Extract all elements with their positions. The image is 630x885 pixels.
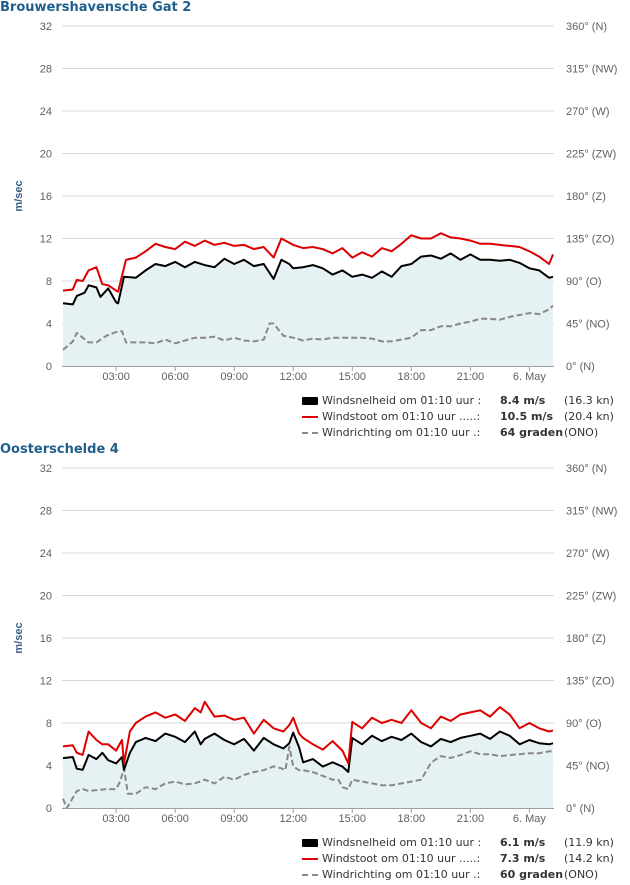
x-tick-label: 6. May [513,813,547,825]
x-tick-label: 09:00 [220,813,248,825]
x-tick-label: 03:00 [102,813,130,825]
y2-tick-label: 135° (ZO) [566,676,614,688]
y-tick-label: 16 [40,191,52,203]
legend-label: Windstoot om 01:10 uur .....: [322,852,481,865]
chart-title: Oosterschelde 4 [0,442,119,457]
y-tick-label: 0 [46,361,52,373]
legend-swatch-line [302,858,318,860]
y2-tick-label: 0° (N) [566,803,595,815]
y2-tick-label: 315° (NW) [566,64,617,76]
y2-tick-label: 225° (ZW) [566,149,616,161]
legend-swatch-dash [302,432,318,434]
x-tick-label: 12:00 [279,371,307,383]
y2-tick-label: 180° (Z) [566,191,606,203]
legend-value: 8.4 m/s [500,394,546,407]
series-area [62,253,554,366]
series-line-windrichting [62,745,553,809]
x-tick-label: 12:00 [279,813,307,825]
legend-label: Windrichting om 01:10 uur .: [322,868,481,881]
y-tick-label: 32 [40,21,52,33]
series-line-windstoot [62,232,554,293]
series-line-windrichting [62,304,554,351]
x-tick-label: 15:00 [339,813,367,825]
legend-value: 6.1 m/s [500,836,546,849]
x-tick-label: 21:00 [457,371,485,383]
y2-tick-label: 270° (W) [566,548,610,560]
legend-label: Windrichting om 01:10 uur .: [322,426,481,439]
y2-tick-label: 45° (NO) [566,319,610,331]
x-tick-label: 21:00 [457,813,485,825]
y-tick-label: 8 [46,276,52,288]
y2-tick-label: 90° (O) [566,276,602,288]
y2-tick-label: 225° (ZW) [566,591,616,603]
series-area [62,731,554,808]
y-tick-label: 4 [46,319,52,331]
series-line-windsnelheid [62,252,554,306]
wind-chart: 0 0° (N) 4 45° (NO) 8 90° (O) 12 135° (ZO) 16 180… [13,463,617,825]
y-tick-label: 20 [40,591,52,603]
legend-swatch-box [302,839,318,847]
legend-label: Windsnelheid om 01:10 uur : [322,836,482,849]
y2-tick-label: 270° (W) [566,106,610,118]
y2-tick-label: 315° (NW) [566,506,617,518]
y-tick-label: 28 [40,506,52,518]
y-tick-label: 4 [46,761,52,773]
y-axis-title: m/sec [13,180,25,211]
x-tick-label: 15:00 [339,371,367,383]
series-line-windsnelheid [62,730,554,773]
chart-panel-oosterschelde: Oosterschelde 4 0 0° (N) 4 45° (NO) 8 90° (O)… [0,442,630,885]
y-axis-title: m/sec [13,622,25,653]
legend-label: Windsnelheid om 01:10 uur : [322,394,482,407]
chart-legend: Windsnelheid om 01:10 uur : 8.4 m/s (16.… [300,393,630,441]
y2-tick-label: 360° (N) [566,21,607,33]
y2-tick-label: 360° (N) [566,463,607,475]
y2-tick-label: 135° (ZO) [566,234,614,246]
legend-value: 64 graden [500,426,564,439]
legend-label: Windstoot om 01:10 uur .....: [322,410,481,423]
wind-chart: 0 0° (N) 4 45° (NO) 8 90° (O) 12 135° (ZO) 16 180… [13,21,617,383]
y2-tick-label: 90° (O) [566,718,602,730]
x-tick-label: 6. May [513,371,547,383]
chart-legend: Windsnelheid om 01:10 uur : 6.1 m/s (11.… [300,835,630,883]
y-tick-label: 8 [46,718,52,730]
x-tick-label: 18:00 [398,813,426,825]
y-tick-label: 0 [46,803,52,815]
x-tick-label: 09:00 [220,371,248,383]
legend-value: 10.5 m/s [500,410,553,423]
legend-swatch-line [302,416,318,418]
x-tick-label: 18:00 [398,371,426,383]
legend-value: 7.3 m/s [500,852,546,865]
x-tick-label: 06:00 [161,371,189,383]
x-tick-label: 06:00 [161,813,189,825]
y2-tick-label: 180° (Z) [566,633,606,645]
x-tick-label: 03:00 [102,371,130,383]
y-tick-label: 24 [40,548,52,560]
y2-tick-label: 0° (N) [566,361,595,373]
legend-swatch-dash [302,874,318,876]
legend-swatch-box [302,397,318,405]
y-tick-label: 16 [40,633,52,645]
y-tick-label: 12 [40,234,52,246]
series-line-windstoot [62,700,554,765]
y-tick-label: 20 [40,149,52,161]
legend-extra: (14.2 kn) [564,852,614,865]
legend-extra: (11.9 kn) [564,836,614,849]
legend-extra: (20.4 kn) [564,410,614,423]
y-tick-label: 32 [40,463,52,475]
y-tick-label: 24 [40,106,52,118]
chart-panel-brouwershavensche-gat: Brouwershavensche Gat 2 0 0° (N) 4 45° (NO)… [0,0,630,442]
legend-extra: (16.3 kn) [564,394,614,407]
y-tick-label: 28 [40,64,52,76]
y-tick-label: 12 [40,676,52,688]
legend-extra: (ONO) [564,868,599,881]
chart-title: Brouwershavensche Gat 2 [0,0,192,15]
legend-extra: (ONO) [564,426,599,439]
y2-tick-label: 45° (NO) [566,761,610,773]
legend-value: 60 graden [500,868,564,881]
